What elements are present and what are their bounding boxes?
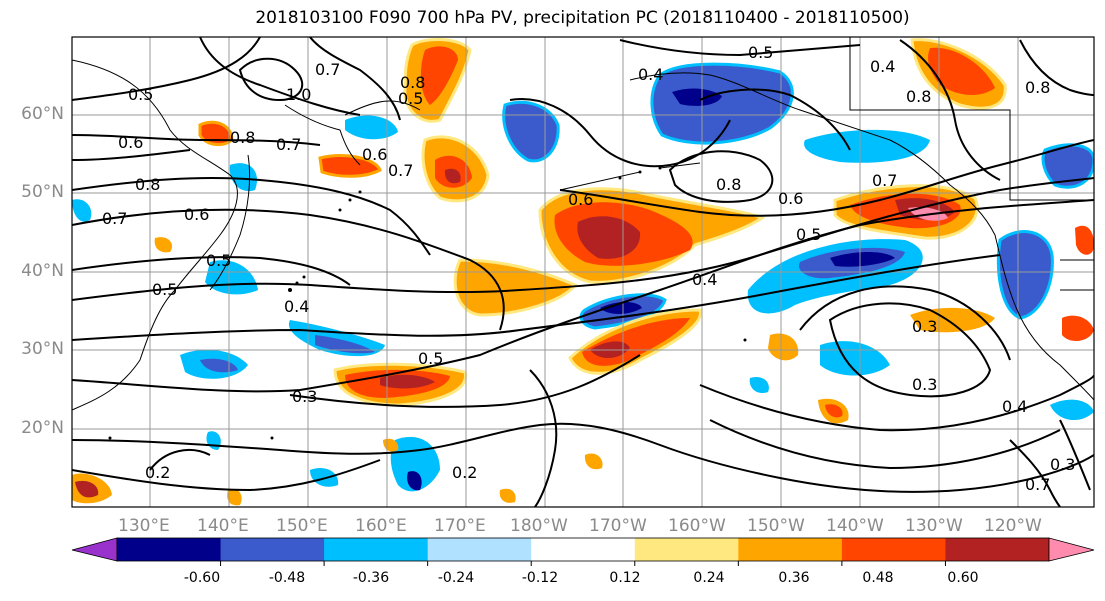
contour-label: 0.8 (400, 73, 425, 92)
contour-label: 0.5 (398, 89, 423, 108)
colorbar-segment (841, 538, 946, 561)
contour-label: 0.3 (912, 317, 937, 336)
contour-label: 0.3 (292, 387, 317, 406)
colorbar-tick-label: -0.60 (183, 570, 221, 586)
contour-label: 0.6 (118, 133, 143, 152)
contour-label: 0.8 (135, 175, 160, 194)
colorbar-ticks (220, 561, 946, 566)
lat-label: 60°N (21, 104, 64, 124)
contour-label: 0.5 (128, 85, 153, 104)
contour-label: 0.6 (568, 190, 593, 209)
lon-label: 170°W (589, 516, 647, 536)
lat-label: 20°N (21, 418, 64, 438)
contour-label: 0.7 (388, 161, 413, 180)
colorbar-tick-label: 0.24 (693, 570, 725, 586)
colorbar-right-arrow (1048, 537, 1095, 562)
lon-label: 140°E (197, 516, 249, 536)
lon-label: 180°W (510, 516, 568, 536)
contour-label: 0.7 (315, 60, 340, 79)
contour-label: 0.2 (452, 463, 477, 482)
contour-label: 0.6 (184, 205, 209, 224)
contour-label: 0.6 (362, 145, 387, 164)
contour-label: 0.8 (906, 87, 931, 106)
contour-label: 0.2 (145, 463, 170, 482)
colorbar-segment (738, 538, 843, 561)
contour-label: 0.8 (230, 128, 255, 147)
lon-label: 160°W (668, 516, 726, 536)
contour-label: 0.4 (284, 297, 309, 316)
lat-label: 50°N (21, 182, 64, 202)
colorbar-tick-label: 0.48 (862, 570, 894, 586)
lon-label: 130°E (118, 516, 170, 536)
contour-labels: 0.5 0.7 1.0 0.8 0.7 0.6 0.8 0.7 0.6 0.5 … (102, 43, 1075, 494)
contour-label: 0.7 (102, 209, 127, 228)
contour-label: 1.0 (286, 85, 311, 104)
colorbar-tick-label: 0.60 (947, 570, 979, 586)
colorbar-tick-label: -0.48 (268, 570, 306, 586)
colorbar-segments (116, 537, 1050, 562)
contour-label: 0.4 (870, 57, 895, 76)
lon-label: 120°W (984, 516, 1042, 536)
colorbar-segment (531, 538, 636, 561)
lon-label: 150°E (276, 516, 328, 536)
lat-label: 30°N (21, 339, 64, 359)
contour-label: 0.8 (1025, 78, 1050, 97)
contour-label: 0.3 (1050, 455, 1075, 474)
map-title: 2018103100 F090 700 hPa PV, precipitatio… (255, 8, 910, 28)
contour-label: 0.5 (748, 43, 773, 62)
contour-label: 0.8 (716, 175, 741, 194)
map-plot-area: 0.5 0.7 1.0 0.8 0.7 0.6 0.8 0.7 0.6 0.5 … (72, 37, 1094, 507)
map-frame (71, 36, 1095, 508)
contour-label: 0.5 (206, 251, 231, 270)
contour-label: 0.7 (1025, 475, 1050, 494)
colorbar-tick-label: -0.36 (352, 570, 390, 586)
colorbar-segment (945, 538, 1050, 561)
contour-label: 0.4 (1002, 397, 1027, 416)
colorbar-segment (324, 538, 429, 561)
lon-label: 140°W (826, 516, 884, 536)
coastlines (72, 37, 1094, 411)
colorbar-left-arrow (71, 537, 118, 562)
contour-label: 0.5 (796, 225, 821, 244)
contour-label: 0.4 (638, 65, 663, 84)
contour-label: 0.5 (418, 349, 443, 368)
lon-label: 130°W (905, 516, 963, 536)
colorbar-tick-label: -0.24 (437, 570, 475, 586)
dotted-coast-islands (108, 166, 747, 440)
colorbar-segment (427, 538, 532, 561)
colorbar-tick-label: 0.12 (609, 570, 641, 586)
lat-label: 40°N (21, 261, 64, 281)
lon-label: 160°E (355, 516, 407, 536)
colorbar-segment (220, 538, 325, 561)
contour-label: 0.7 (276, 135, 301, 154)
contour-label: 0.7 (872, 171, 897, 190)
colorbar-tick-label: -0.12 (521, 570, 559, 586)
colorbar (71, 537, 1095, 566)
colorbar-tick-label: 0.36 (778, 570, 810, 586)
contour-label: 0.6 (778, 189, 803, 208)
colorbar-segment (117, 538, 222, 561)
contour-label: 0.3 (912, 375, 937, 394)
pv-contours (72, 37, 1094, 507)
contour-label: 0.4 (692, 270, 717, 289)
lon-label: 170°E (434, 516, 486, 536)
contour-label: 0.5 (152, 280, 177, 299)
lon-label: 150°W (747, 516, 805, 536)
colorbar-segment (634, 538, 739, 561)
